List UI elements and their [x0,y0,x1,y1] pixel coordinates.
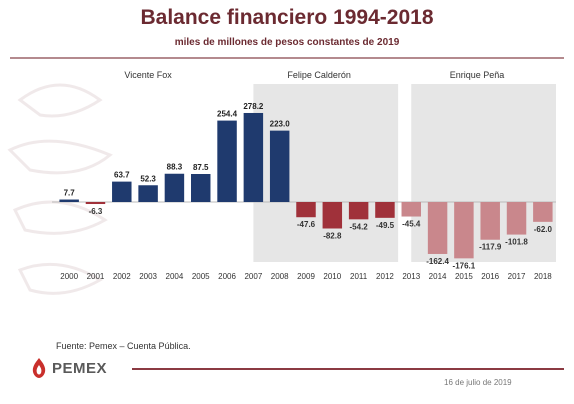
bar-value-label: 278.2 [243,102,264,111]
bar-value-label: 88.3 [167,163,183,172]
period-label: Enrique Peña [450,70,505,80]
x-tick-label: 2016 [481,272,499,281]
x-tick-label: 2008 [271,272,289,281]
x-tick-label: 2012 [376,272,394,281]
x-tick-label: 2018 [534,272,552,281]
period-label: Vicente Fox [124,70,172,80]
bar-value-label: -54.2 [350,222,369,231]
x-tick-label: 2000 [60,272,78,281]
bar-value-label: -6.3 [89,207,103,216]
bar [243,112,264,202]
bar-value-label: 7.7 [64,189,76,198]
bar-value-label: -62.0 [534,225,553,234]
pemex-flame-icon [32,358,46,378]
x-tick-label: 2002 [113,272,131,281]
bar-value-label: -82.8 [323,231,342,240]
bar [217,120,237,202]
title-divider [10,57,564,59]
bar [480,202,500,240]
bar [401,202,421,217]
bar-value-label: 87.5 [193,163,209,172]
x-tick-label: 2010 [323,272,341,281]
bar-value-label: -162.4 [426,257,449,266]
period-label: Felipe Calderón [287,70,351,80]
x-tick-label: 2004 [166,272,184,281]
bar [164,173,185,202]
x-tick-label: 2011 [350,272,368,281]
bar [112,181,132,202]
x-tick-label: 2003 [139,272,157,281]
footer-date: 16 de julio de 2019 [444,378,512,387]
bar-value-label: -49.5 [376,221,395,230]
bar-value-label: -101.8 [505,238,528,247]
page-title: Balance financiero 1994-2018 [140,6,434,29]
bar-value-label: -176.1 [453,261,476,270]
x-tick-label: 2009 [297,272,315,281]
bar [533,202,553,222]
pemex-logo: PEMEX [28,357,107,379]
pemex-logo-text: PEMEX [52,359,108,377]
eagle-watermark-icon [7,83,113,295]
bar [59,199,79,202]
bar [375,202,395,218]
bar [454,202,474,259]
x-tick-label: 2001 [87,272,105,281]
bar-value-label: 223.0 [270,120,291,129]
x-tick-label: 2014 [429,272,447,281]
bar-value-label: -45.4 [402,220,421,229]
bar-value-label: -117.9 [479,243,502,252]
bar-value-label: 254.4 [217,110,238,119]
source-note: Fuente: Pemex – Cuenta Pública. [56,341,191,351]
page-subtitle: miles de millones de pesos constantes de… [174,37,400,48]
x-tick-label: 2005 [192,272,210,281]
bar [191,174,211,202]
bar [296,202,316,218]
bar [348,202,369,220]
footer-divider [132,368,564,370]
bar [506,202,527,235]
x-tick-label: 2013 [402,272,420,281]
x-tick-label: 2017 [508,272,526,281]
bar [427,202,448,254]
x-tick-label: 2007 [244,272,262,281]
bar-value-label: 63.7 [114,171,130,180]
bar [269,130,290,202]
bar-value-label: 52.3 [140,174,156,183]
bar-value-label: -47.6 [297,220,316,229]
x-tick-label: 2015 [455,272,473,281]
bar [138,185,158,202]
x-tick-label: 2006 [218,272,236,281]
bar [85,202,106,205]
bar [322,202,343,229]
